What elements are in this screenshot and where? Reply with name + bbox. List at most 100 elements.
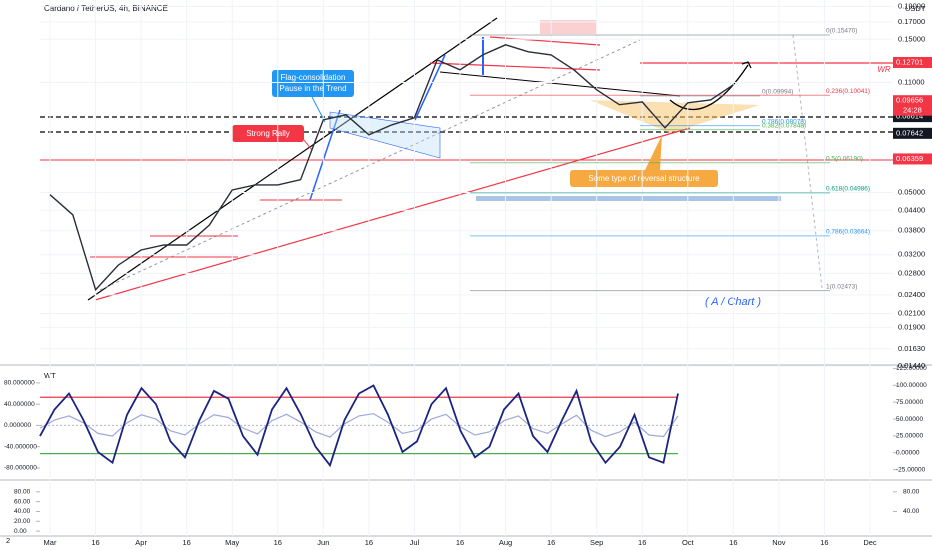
trend-line [87, 17, 498, 301]
x-tick-label: 16 [820, 538, 828, 547]
pane-number: 2 [6, 536, 10, 545]
y-tick-label: 0.000000 [4, 422, 31, 429]
price-tag [893, 95, 932, 107]
y-tick-label: -40.000000 [4, 443, 37, 450]
price-tag [893, 153, 932, 165]
price-tag-label: 0.09656 [896, 96, 923, 105]
currency: USDT [905, 4, 926, 13]
annotation: Some type of reversal structure [588, 174, 700, 183]
x-tick-label: 16 [729, 538, 737, 547]
y2-tick-label: 100.00000 [896, 382, 927, 389]
price-tag-label: 0.08614 [896, 112, 923, 121]
y-tick-label: 0.03200 [898, 250, 925, 259]
y-tick-label: 0.02400 [898, 290, 925, 299]
y2-tick-label: -25.00000 [896, 466, 926, 473]
annotation: Strong Rally [246, 129, 290, 138]
price-tag [893, 56, 932, 68]
y-tick-label: 60.00 [14, 498, 31, 505]
x-tick-label: Dec [863, 538, 877, 547]
impulse-line [414, 54, 446, 121]
fib-label: 0(0.09994) [762, 89, 793, 96]
annotation-box [570, 170, 718, 187]
x-tick-label: Nov [772, 538, 786, 547]
x-tick-label: Aug [499, 538, 512, 547]
channel-line [99, 39, 641, 291]
y2-tick-label: 25.00000 [896, 433, 923, 440]
x-tick-label: Apr [135, 538, 147, 547]
price-tag [893, 127, 932, 139]
y2-tick-label: 0.00000 [896, 450, 920, 457]
fib-label: 0.618(0.04986) [826, 186, 870, 193]
oscillator-line [39, 384, 679, 468]
x-tick-label: Jul [410, 538, 420, 547]
y2-tick-label: 125.00000 [896, 365, 927, 372]
chart-title: Cardano / TetherUS, 4h, BINANCE [44, 4, 168, 13]
price-tag [893, 111, 932, 123]
y-tick-label: 80.00 [14, 489, 31, 496]
y-tick-label: 0.11000 [898, 78, 925, 87]
y-tick-label: -80.000000 [4, 465, 37, 472]
fib-label: 0.786(0.08078) [762, 118, 806, 125]
x-tick-label: 16 [182, 538, 190, 547]
y-tick-label: 0.19000 [898, 1, 925, 10]
pointer [645, 135, 662, 170]
y-tick-label: 0.00 [14, 528, 27, 535]
trend-line [94, 127, 691, 301]
channel-line [489, 36, 601, 46]
y2-tick-label: 80.00 [903, 489, 920, 496]
y-tick-label: 0.01900 [898, 322, 925, 331]
annotation: WR [877, 65, 891, 74]
y-tick-label: 0.01440 [898, 361, 925, 370]
fib-label: 0(0.15470) [826, 28, 857, 35]
drawings [0, 17, 932, 537]
x-tick-label: 16 [547, 538, 555, 547]
fib-label: 0.5(0.06190) [826, 155, 863, 162]
annotation: Pause in the Trend [279, 84, 346, 93]
x-tick-label: May [225, 538, 239, 547]
price-tag-label: 0.12701 [896, 57, 923, 66]
x-tick-label: 16 [456, 538, 464, 547]
price-tag-label: 0.06359 [896, 154, 923, 163]
annotation-box [272, 70, 354, 97]
impulse-line [309, 109, 341, 201]
y-tick-label: 0.05000 [898, 187, 925, 196]
x-tick-label: Mar [44, 538, 57, 547]
fib-label: 0.786(0.03664) [826, 229, 870, 236]
y-tick-label: 0.02800 [898, 268, 925, 277]
fib-label: 0.382(0.07848) [762, 122, 806, 129]
x-tick-label: 16 [91, 538, 99, 547]
y2-tick-label: 75.00000 [896, 399, 923, 406]
y-tick-label: 40.00 [14, 508, 31, 515]
countdown: 24:28 [903, 106, 922, 115]
countdown-tag [893, 105, 932, 116]
projection-arc [669, 64, 749, 110]
price-line [49, 44, 734, 292]
channel-line [429, 62, 601, 71]
y-tick-label: 0.17000 [898, 17, 925, 26]
x-tick-label: 16 [365, 538, 373, 547]
fib-label: 1(0.02473) [826, 283, 857, 290]
fib-trend [792, 34, 823, 289]
y-tick-label: 40.000000 [4, 401, 35, 408]
y2-tick-label: 50.00000 [896, 416, 923, 423]
flag-box [329, 111, 441, 159]
x-tick-label: 16 [274, 538, 282, 547]
y-tick-label: 0.01630 [898, 344, 925, 353]
x-tick-label: 16 [638, 538, 646, 547]
arrowhead [741, 61, 752, 69]
trend-line [439, 71, 681, 97]
pointer [303, 139, 313, 151]
x-tick-label: Sep [590, 538, 603, 547]
y2-tick-label: 40.00 [903, 508, 920, 515]
y-tick-label: 0.02100 [898, 308, 925, 317]
y-tick-label: 0.15000 [898, 34, 925, 43]
annotation-box [232, 125, 304, 142]
y-tick-label: 20.00 [14, 518, 31, 525]
fib-label: 0.236(0.10041) [826, 88, 870, 95]
y-tick-label: 0.03800 [898, 226, 925, 235]
highlight [540, 20, 596, 34]
y-tick-label: 80.000000 [4, 380, 35, 387]
x-tick-label: Jun [317, 538, 329, 547]
annotation: Flag-consolidation [281, 73, 346, 82]
